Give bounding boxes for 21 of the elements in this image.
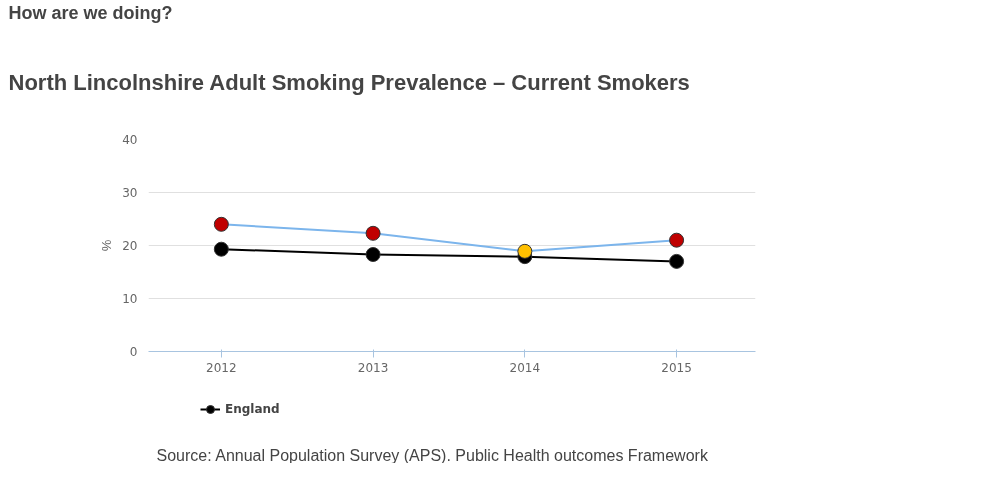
point [365,247,381,262]
y-tick-label: 20 [122,239,138,253]
point [213,241,229,257]
x-tick-label: 2014 [509,360,541,375]
legend-label: England [225,402,280,416]
chart-title: How are we doing? [8,2,173,23]
y-tick-label: 30 [122,186,138,200]
y-tick-label: 10 [122,292,138,306]
x-tick-label: 2015 [661,360,692,375]
y-tick-label: 40 [122,133,138,147]
point [213,216,229,232]
point [669,253,685,269]
chart-subtitle: North Lincolnshire Adult Smoking Prevalence – Current Smokers [8,69,690,95]
point [517,243,533,259]
point [365,225,381,241]
source-note: Source: Annual Population Survey (APS). Public Health outcomes Framework [156,446,709,464]
point [669,232,685,248]
x-tick-label: 2013 [357,360,389,375]
y-axis-title: % [99,239,115,252]
y-tick-label: 0 [129,345,138,359]
x-tick-label: 2012 [206,360,237,375]
